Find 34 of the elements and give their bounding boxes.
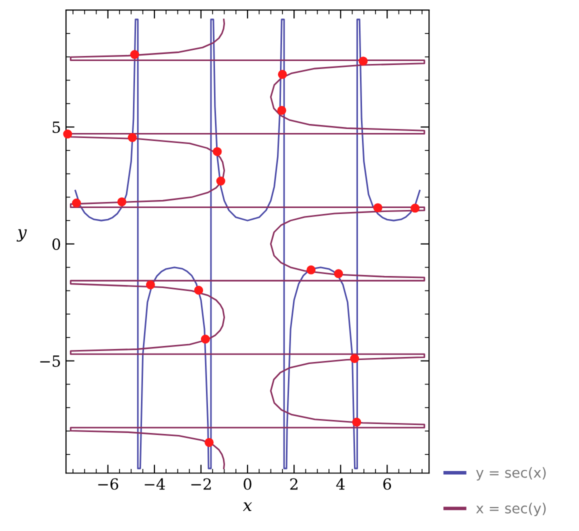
- point: [212, 147, 222, 156]
- x-tick-label: 0: [244, 478, 252, 490]
- point: [117, 197, 126, 206]
- point: [204, 438, 214, 447]
- point: [277, 106, 286, 115]
- legend-label: y = sec(x): [476, 467, 546, 481]
- x-tick-label: 6: [383, 478, 392, 490]
- point: [200, 334, 210, 344]
- x-tick-label: 2: [290, 478, 298, 490]
- point: [306, 265, 316, 274]
- x-tick-label: −2: [191, 478, 211, 490]
- point: [350, 354, 360, 364]
- point: [278, 70, 287, 79]
- point: [216, 176, 226, 186]
- legend-label: x = sec(y): [476, 502, 546, 516]
- point: [334, 269, 344, 278]
- point: [352, 418, 362, 427]
- y-axis-title: y: [16, 229, 27, 242]
- x-tick-label: −4: [144, 478, 165, 490]
- x-axis-title: x: [242, 502, 252, 511]
- point: [373, 203, 382, 212]
- point: [130, 50, 140, 60]
- point: [146, 280, 155, 290]
- x-tick-label: −6: [98, 478, 118, 490]
- point: [194, 286, 204, 295]
- point: [128, 133, 137, 142]
- point: [410, 204, 420, 213]
- point: [358, 56, 368, 66]
- x-tick-label: 4: [336, 478, 345, 490]
- y-tick-label: 5: [52, 122, 60, 134]
- y-tick-label: −5: [40, 356, 60, 367]
- point: [63, 130, 72, 139]
- point: [72, 198, 81, 208]
- y-tick-label: 0: [52, 238, 60, 250]
